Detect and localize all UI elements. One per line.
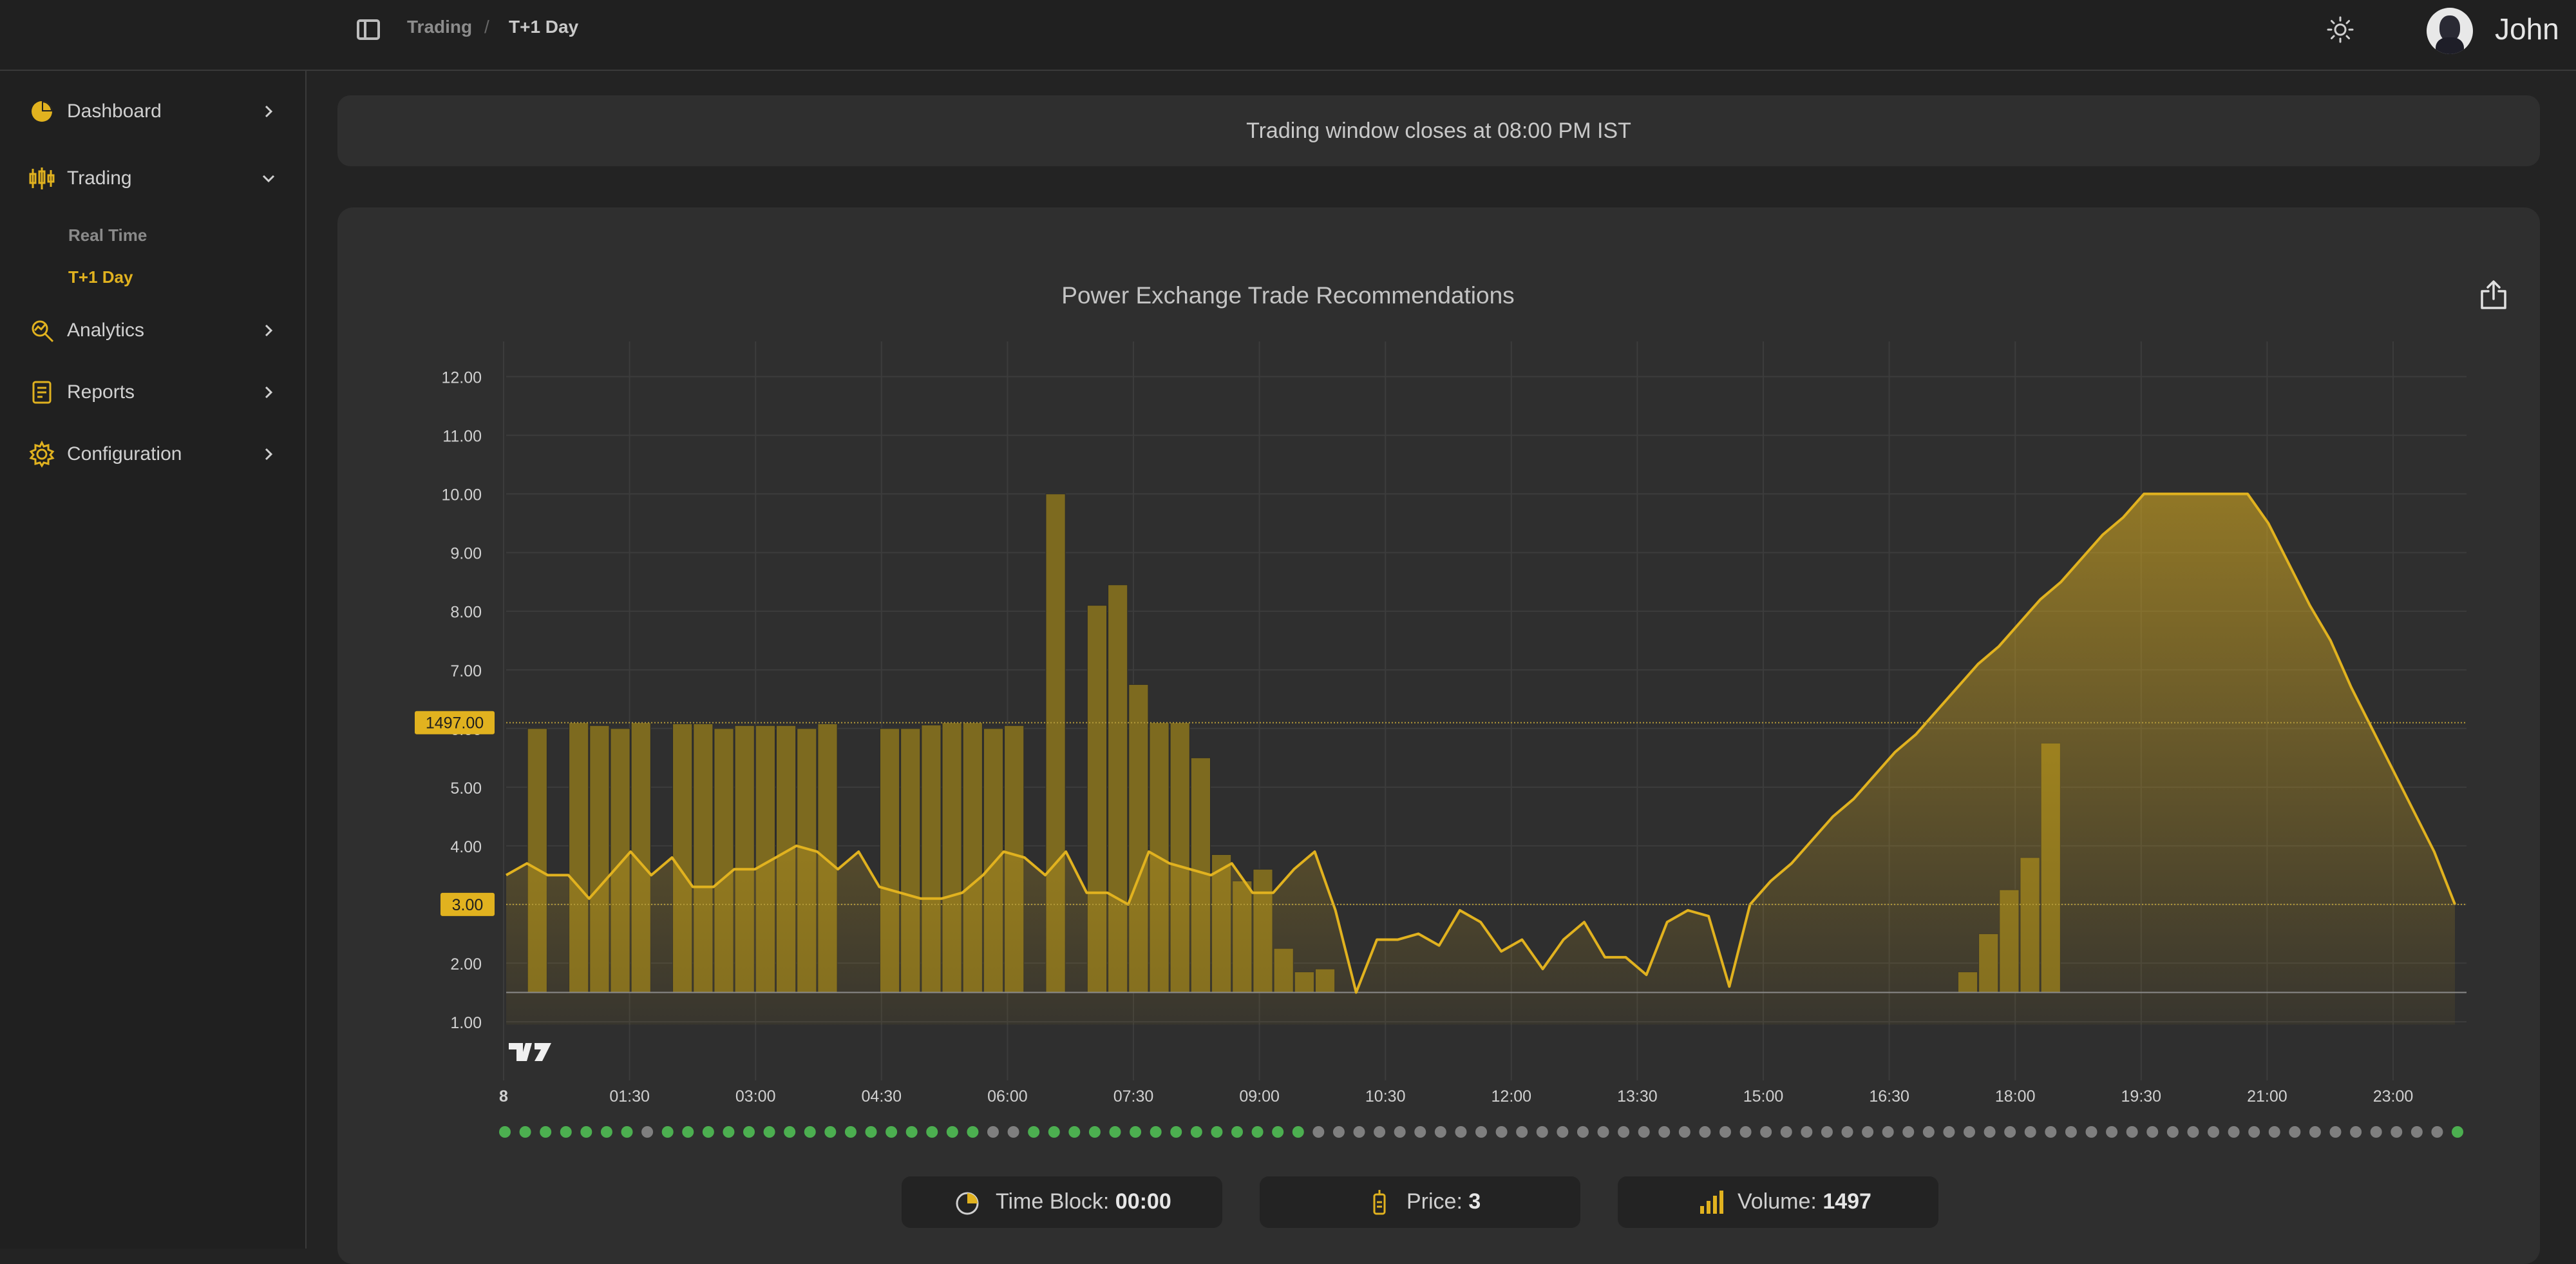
sidebar-item-reports[interactable]: Reports	[0, 366, 305, 417]
breadcrumb-separator: /	[484, 17, 489, 37]
price-value: 3	[1468, 1189, 1481, 1214]
chevron-right-icon	[265, 386, 273, 399]
chevron-down-icon	[262, 175, 275, 183]
sidebar-toggle-icon[interactable]	[357, 19, 380, 40]
sidebar-item-configuration[interactable]: Configuration	[0, 428, 305, 479]
sidebar-subitem-t1-day[interactable]: T+1 Day	[68, 267, 133, 287]
user-name[interactable]: John	[2495, 12, 2559, 46]
reports-icon	[32, 381, 52, 404]
gear-icon	[29, 441, 55, 468]
sidebar-item-label: Configuration	[67, 443, 182, 464]
sidebar-item-label: Dashboard	[67, 101, 162, 122]
sidebar-item-analytics[interactable]: Analytics	[0, 304, 305, 356]
chevron-right-icon	[265, 448, 273, 461]
analytics-icon	[32, 320, 54, 343]
sidebar-item-label: Reports	[67, 381, 135, 403]
volume-label: Volume:	[1738, 1189, 1817, 1214]
sidebar-subitem-real-time[interactable]: Real Time	[68, 225, 147, 245]
chart-title: Power Exchange Trade Recommendations	[1061, 282, 1515, 309]
trading-window-banner: Trading window closes at 08:00 PM IST	[337, 95, 2540, 166]
sidebar-item-dashboard[interactable]: Dashboard	[0, 85, 305, 137]
time-block-pill: Time Block: 00:00	[902, 1176, 1222, 1228]
sidebar-item-label: Trading	[67, 168, 132, 189]
sidebar-item-label: Analytics	[67, 320, 145, 341]
volume-value: 1497	[1823, 1189, 1871, 1214]
pie-chart-icon	[32, 101, 52, 122]
chevron-right-icon	[265, 324, 273, 337]
price-tag-icon	[1373, 1190, 1386, 1215]
time-block-value: 00:00	[1115, 1189, 1171, 1214]
sun-icon[interactable]	[2326, 15, 2354, 44]
breadcrumb-trading[interactable]: Trading	[407, 17, 473, 37]
avatar[interactable]	[2427, 8, 2473, 54]
price-pill: Price: 3	[1260, 1176, 1580, 1228]
price-label: Price:	[1406, 1189, 1463, 1214]
export-icon[interactable]	[2477, 278, 2510, 312]
top-bar: Trading / T+1 Day John	[0, 0, 2576, 71]
time-block-label: Time Block:	[996, 1189, 1110, 1214]
sidebar: Dashboard Trading Real Time T+1 Day Anal…	[0, 71, 307, 1249]
signal-bars-icon	[1700, 1191, 1723, 1214]
breadcrumb-current: T+1 Day	[509, 17, 579, 37]
chevron-right-icon	[265, 105, 273, 118]
volume-pill: Volume: 1497	[1618, 1176, 1938, 1228]
sidebar-item-trading[interactable]: Trading	[0, 152, 305, 204]
candlestick-icon	[29, 168, 55, 189]
chart-card	[337, 207, 2540, 1264]
clock-pie-icon	[956, 1192, 979, 1215]
